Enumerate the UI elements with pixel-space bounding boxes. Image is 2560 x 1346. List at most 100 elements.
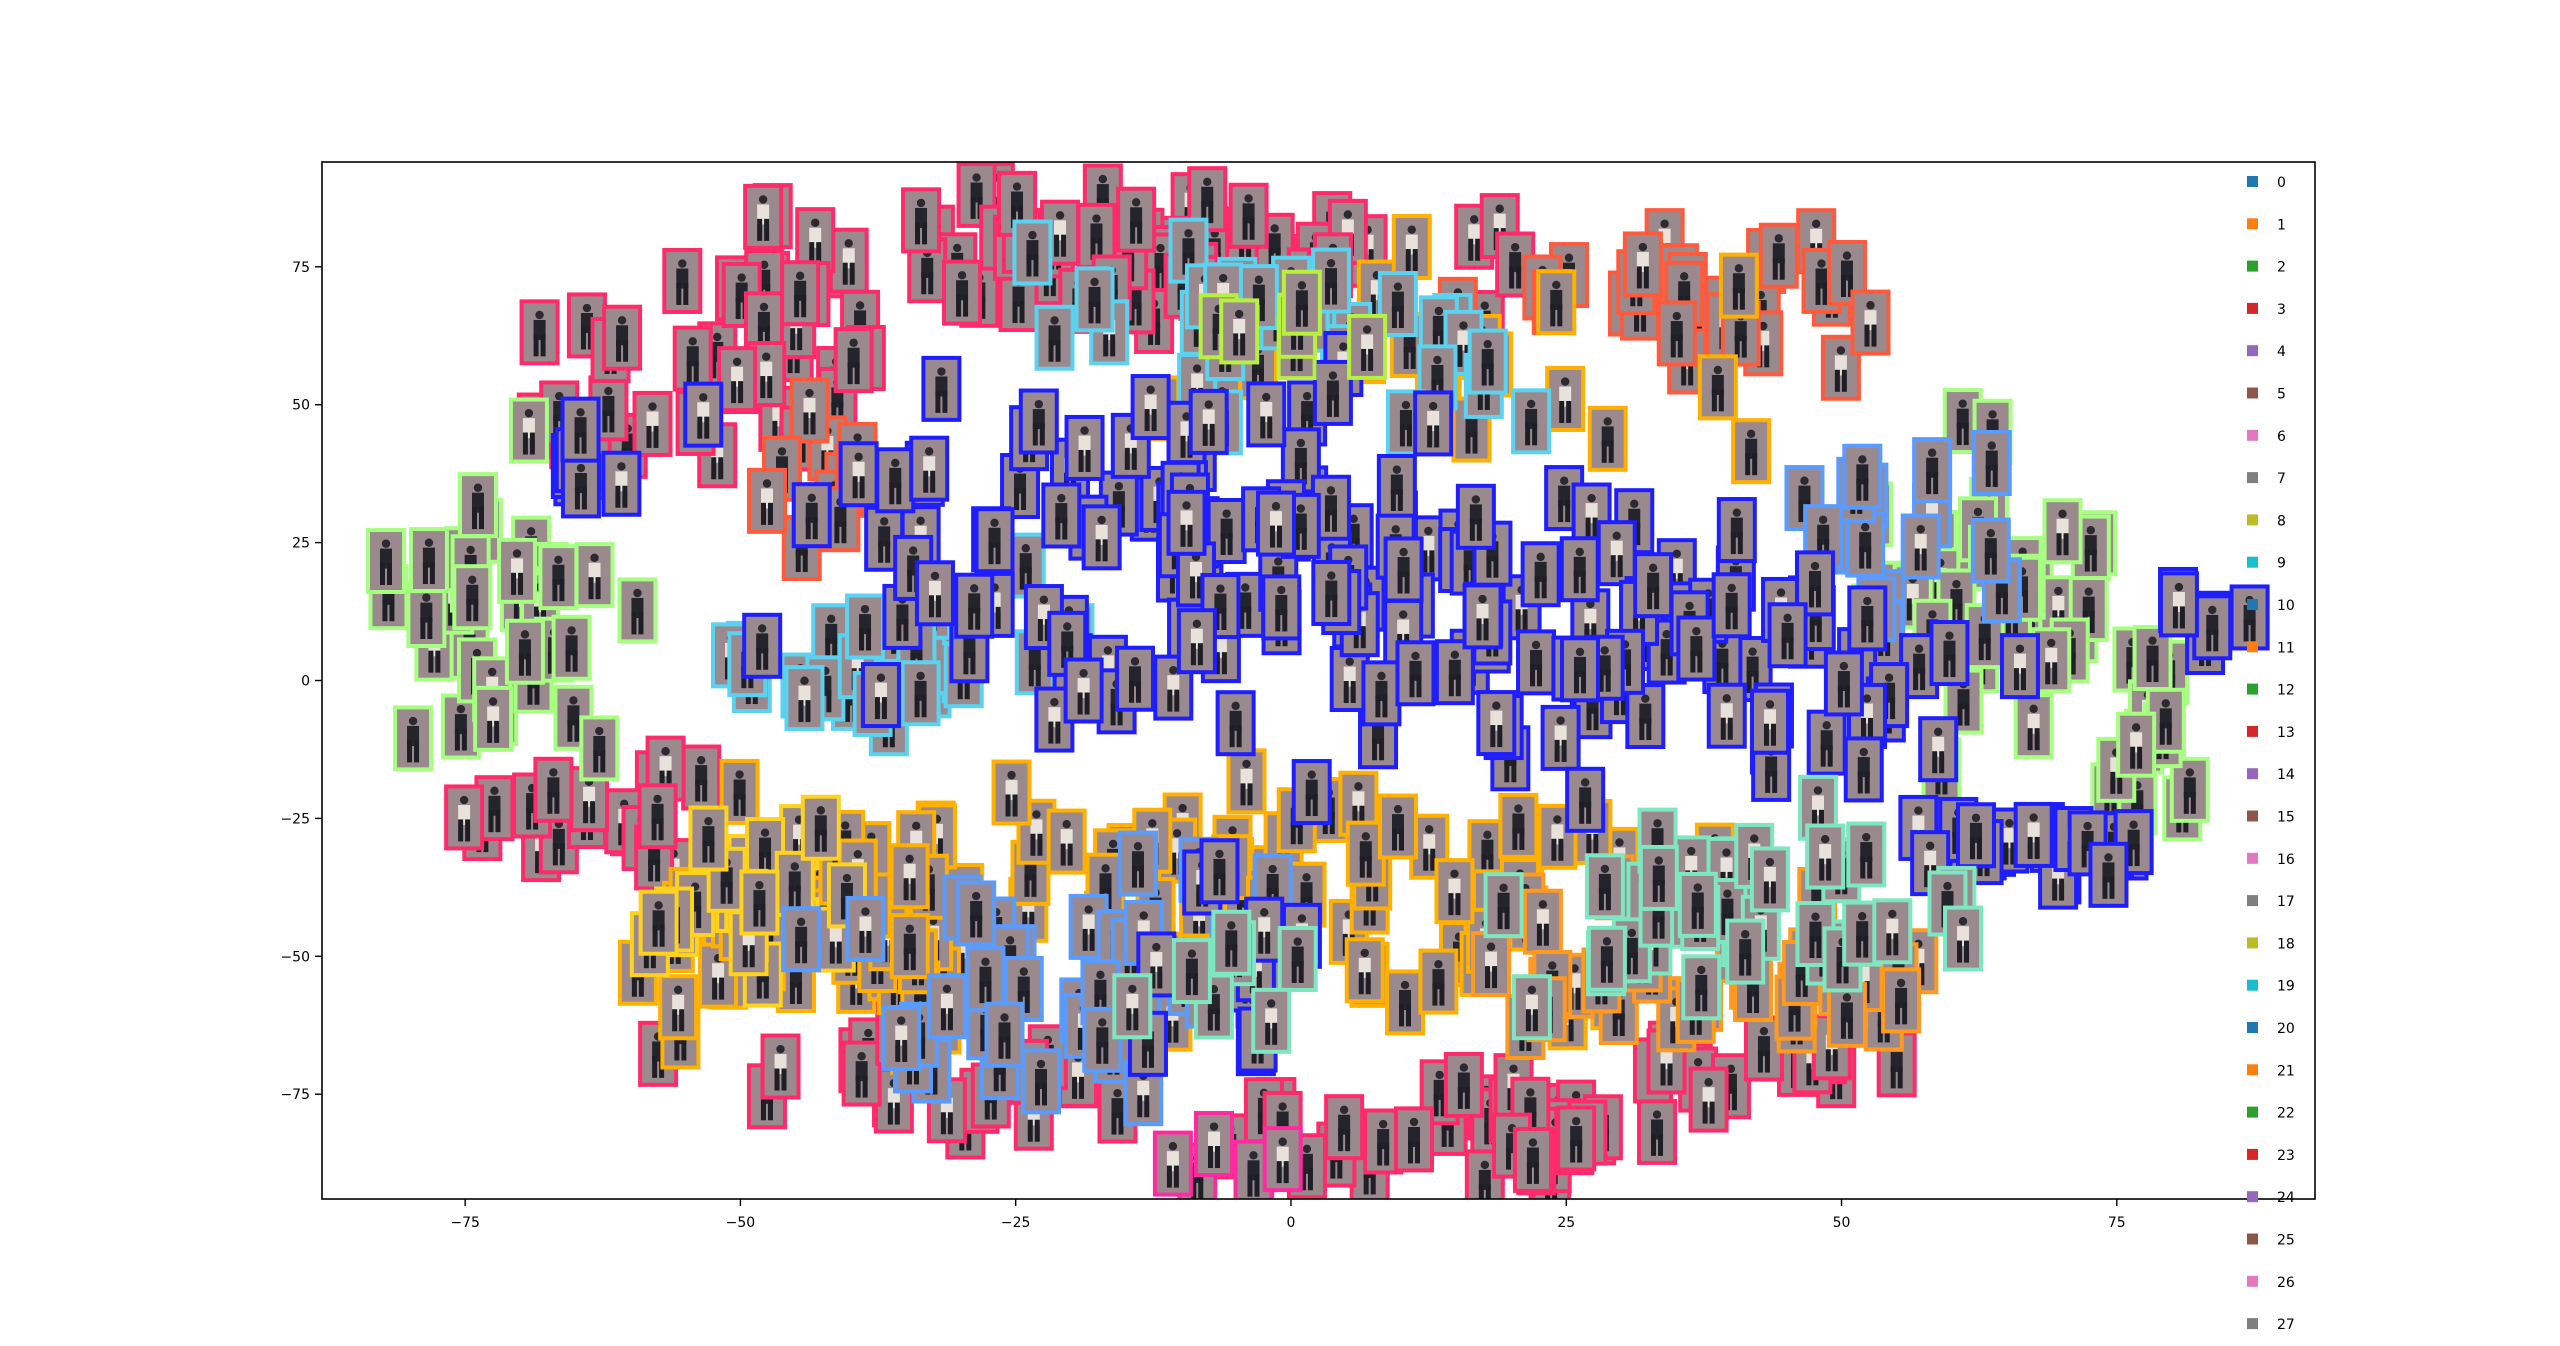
- legend-marker: [2247, 811, 2258, 822]
- image-thumbnail: [987, 1004, 1023, 1066]
- image-thumbnail: [641, 892, 677, 954]
- image-thumbnail: [1473, 933, 1509, 995]
- image-thumbnail: [1809, 712, 1845, 774]
- image-thumbnail: [1465, 585, 1501, 647]
- image-thumbnail: [847, 596, 883, 658]
- y-tick-label: −75: [280, 1087, 310, 1103]
- image-thumbnail: [1903, 516, 1939, 578]
- image-thumbnail: [1727, 921, 1763, 983]
- image-thumbnail: [831, 230, 867, 292]
- image-thumbnail: [777, 853, 813, 915]
- image-thumbnail: [1326, 1096, 1362, 1158]
- image-thumbnail: [844, 1043, 880, 1105]
- image-thumbnail: [1752, 691, 1788, 753]
- image-thumbnail: [923, 358, 959, 420]
- image-thumbnail: [1587, 855, 1623, 917]
- image-thumbnail: [1118, 189, 1154, 251]
- legend-label: 7: [2277, 471, 2286, 487]
- image-thumbnail: [1155, 1133, 1191, 1195]
- image-thumbnail: [1258, 493, 1294, 555]
- image-thumbnail: [535, 759, 571, 821]
- image-thumbnail: [619, 579, 655, 641]
- image-thumbnail: [1973, 520, 2009, 582]
- legend-marker: [2247, 557, 2258, 568]
- image-thumbnail: [792, 379, 828, 441]
- legend-marker: [2247, 1234, 2258, 1245]
- image-thumbnail: [408, 584, 444, 646]
- x-tick-label: −25: [1001, 1215, 1031, 1231]
- image-thumbnail: [1294, 761, 1330, 823]
- image-thumbnail: [1231, 185, 1267, 247]
- image-thumbnail: [1191, 391, 1227, 453]
- image-thumbnail: [1844, 446, 1880, 508]
- legend-item: 27: [2247, 1317, 2295, 1333]
- image-thumbnail: [1846, 738, 1882, 800]
- x-tick-label: 0: [1287, 1215, 1296, 1231]
- legend-item: 2: [2247, 260, 2286, 276]
- image-thumbnail: [540, 546, 576, 608]
- image-thumbnail: [554, 617, 590, 679]
- image-thumbnail: [1174, 940, 1210, 1002]
- image-thumbnail: [1590, 408, 1626, 470]
- image-thumbnail: [1179, 610, 1215, 672]
- image-thumbnail: [841, 443, 877, 505]
- legend-item: 24: [2247, 1190, 2295, 1206]
- legend-marker: [2247, 472, 2258, 483]
- image-thumbnail: [1538, 271, 1574, 333]
- image-thumbnail: [1213, 912, 1249, 974]
- image-thumbnail: [1043, 485, 1079, 547]
- image-thumbnail: [1084, 506, 1120, 568]
- image-thumbnail: [604, 307, 640, 369]
- image-thumbnail: [1397, 642, 1433, 704]
- image-thumbnail: [1733, 420, 1769, 482]
- legend-marker: [2247, 1022, 2258, 1033]
- image-thumbnail: [1037, 307, 1073, 369]
- image-thumbnail: [2194, 596, 2230, 658]
- image-thumbnail: [1021, 390, 1057, 452]
- legend-label: 21: [2277, 1063, 2295, 1079]
- legend-label: 13: [2277, 725, 2295, 741]
- image-thumbnail: [1014, 221, 1050, 283]
- legend-marker: [2247, 1107, 2258, 1118]
- image-thumbnail: [1478, 692, 1514, 754]
- image-thumbnail: [1770, 604, 1806, 666]
- image-thumbnail: [1458, 486, 1494, 548]
- image-thumbnail: [783, 908, 819, 970]
- x-tick-label: 25: [1557, 1215, 1575, 1231]
- image-thumbnail: [1974, 432, 2010, 494]
- image-thumbnail: [634, 393, 670, 455]
- legend-item: 25: [2247, 1233, 2295, 1249]
- image-thumbnail: [522, 301, 558, 363]
- image-thumbnail: [1683, 956, 1719, 1018]
- image-thumbnail: [1525, 891, 1561, 953]
- image-thumbnail: [460, 474, 496, 536]
- image-thumbnail: [967, 948, 1003, 1010]
- legend-item: 16: [2247, 852, 2295, 868]
- image-thumbnail: [786, 667, 822, 729]
- image-thumbnail: [794, 484, 830, 546]
- image-thumbnail: [1567, 769, 1603, 831]
- image-thumbnail: [977, 509, 1013, 571]
- image-thumbnail: [1386, 538, 1422, 600]
- legend-item: 3: [2247, 302, 2286, 318]
- legend-marker: [2247, 937, 2258, 948]
- image-thumbnail: [1201, 840, 1237, 902]
- legend-item: 18: [2247, 936, 2295, 952]
- image-thumbnail: [1709, 685, 1745, 747]
- image-thumbnail: [994, 761, 1030, 823]
- image-thumbnail: [958, 882, 994, 944]
- image-thumbnail: [1347, 939, 1383, 1001]
- image-thumbnail: [863, 664, 899, 726]
- legend-item: 12: [2247, 683, 2295, 699]
- legend-label: 19: [2277, 979, 2295, 995]
- legend-marker: [2247, 514, 2258, 525]
- image-thumbnail: [1849, 587, 1885, 649]
- legend-label: 4: [2277, 344, 2286, 360]
- legend-marker: [2247, 1149, 2258, 1160]
- image-thumbnail: [395, 707, 431, 769]
- image-thumbnail: [475, 688, 511, 750]
- legend-label: 8: [2277, 513, 2286, 529]
- legend-marker: [2247, 599, 2258, 610]
- image-thumbnail: [1874, 900, 1910, 962]
- legend-marker: [2247, 726, 2258, 737]
